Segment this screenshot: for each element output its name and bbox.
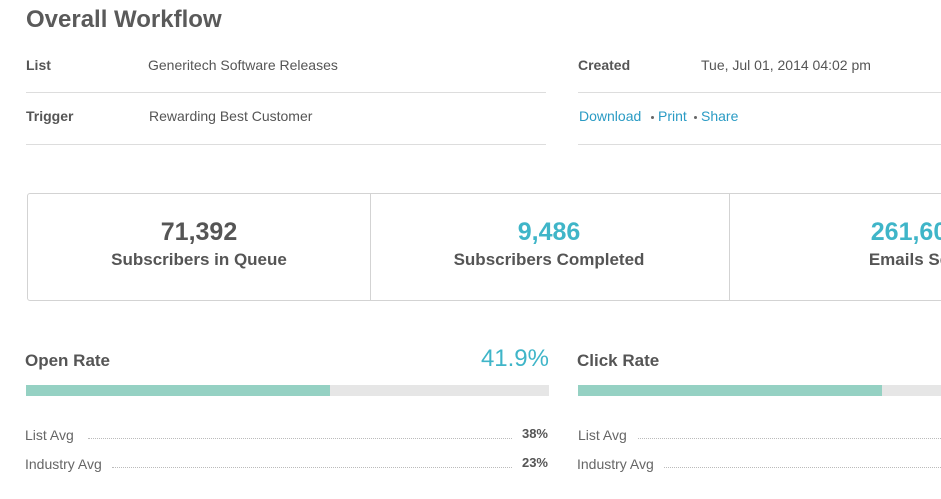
leader bbox=[112, 467, 512, 468]
created-label: Created bbox=[578, 57, 631, 73]
divider bbox=[26, 92, 546, 93]
avg-label: List Avg bbox=[25, 427, 74, 443]
leader bbox=[638, 438, 941, 439]
avg-value: 38% bbox=[521, 426, 548, 441]
download-link[interactable]: Download bbox=[579, 108, 642, 124]
avg-label: Industry Avg bbox=[25, 456, 102, 472]
leader bbox=[88, 438, 512, 439]
stats-divider bbox=[370, 194, 371, 300]
progress-fill bbox=[26, 385, 330, 396]
list-value: Generitech Software Releases bbox=[148, 57, 338, 73]
avg-label: List Avg bbox=[578, 427, 627, 443]
trigger-label: Trigger bbox=[26, 108, 74, 124]
rate-label: Click Rate bbox=[577, 351, 660, 370]
created-value: Tue, Jul 01, 2014 04:02 pm bbox=[701, 57, 871, 73]
separator bbox=[694, 116, 697, 119]
stats-divider bbox=[729, 194, 730, 300]
page-title: Overall Workflow bbox=[26, 6, 222, 33]
divider bbox=[26, 144, 546, 145]
stat-value: 71,392 bbox=[160, 218, 238, 246]
share-link[interactable]: Share bbox=[701, 108, 739, 124]
leader bbox=[664, 467, 941, 468]
stat-value: 9,486 bbox=[517, 218, 581, 246]
progress-fill bbox=[578, 385, 882, 396]
rate-label: Open Rate bbox=[25, 351, 111, 370]
list-label: List bbox=[26, 57, 51, 73]
divider bbox=[578, 92, 941, 93]
progress-track bbox=[26, 385, 549, 396]
stat-label: Subscribers in Queue bbox=[111, 250, 287, 269]
rate-value: 41.9% bbox=[480, 345, 549, 372]
avg-value: 23% bbox=[521, 455, 548, 470]
stat-label: Subscribers Completed bbox=[453, 250, 645, 269]
avg-label: Industry Avg bbox=[577, 456, 654, 472]
print-link[interactable]: Print bbox=[658, 108, 687, 124]
trigger-value: Rewarding Best Customer bbox=[149, 108, 313, 124]
divider bbox=[578, 144, 941, 145]
progress-track bbox=[578, 385, 941, 396]
stats-box bbox=[27, 193, 941, 301]
stat-label: Emails Se bbox=[868, 250, 941, 269]
stat-value: 261,60 bbox=[870, 218, 941, 246]
separator bbox=[651, 116, 654, 119]
